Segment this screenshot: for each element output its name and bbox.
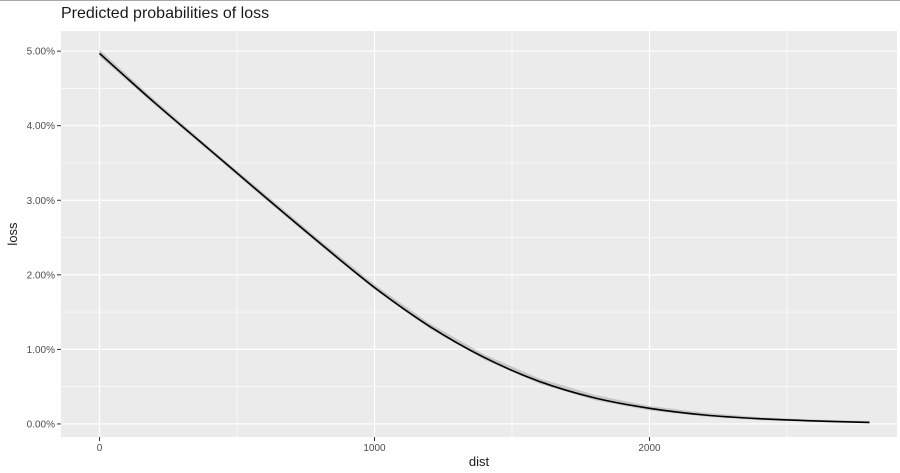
y-tick-label: 5.00% (27, 47, 55, 58)
x-axis: 0 1000 2000 (97, 437, 661, 454)
y-axis-title: loss (5, 222, 20, 246)
y-tick-label: 4.00% (27, 121, 55, 132)
x-tick-label: 0 (97, 443, 103, 454)
plot-panel (61, 31, 897, 437)
x-tick-label: 1000 (363, 443, 386, 454)
y-axis: 0.00% 1.00% 2.00% 3.00% 4.00% 5.00% (27, 47, 61, 430)
minor-gridlines (61, 31, 897, 437)
predicted-probability-line (98, 52, 870, 424)
y-tick-label: 3.00% (27, 196, 55, 207)
top-divider (0, 0, 900, 1)
major-gridlines (61, 31, 897, 437)
y-tick-label: 0.00% (27, 419, 55, 430)
y-tick-label: 1.00% (27, 345, 55, 356)
y-tick-label: 2.00% (27, 270, 55, 281)
chart-title: Predicted probabilities of loss (61, 5, 270, 22)
x-axis-title: dist (469, 454, 490, 469)
x-tick-label: 2000 (638, 443, 661, 454)
